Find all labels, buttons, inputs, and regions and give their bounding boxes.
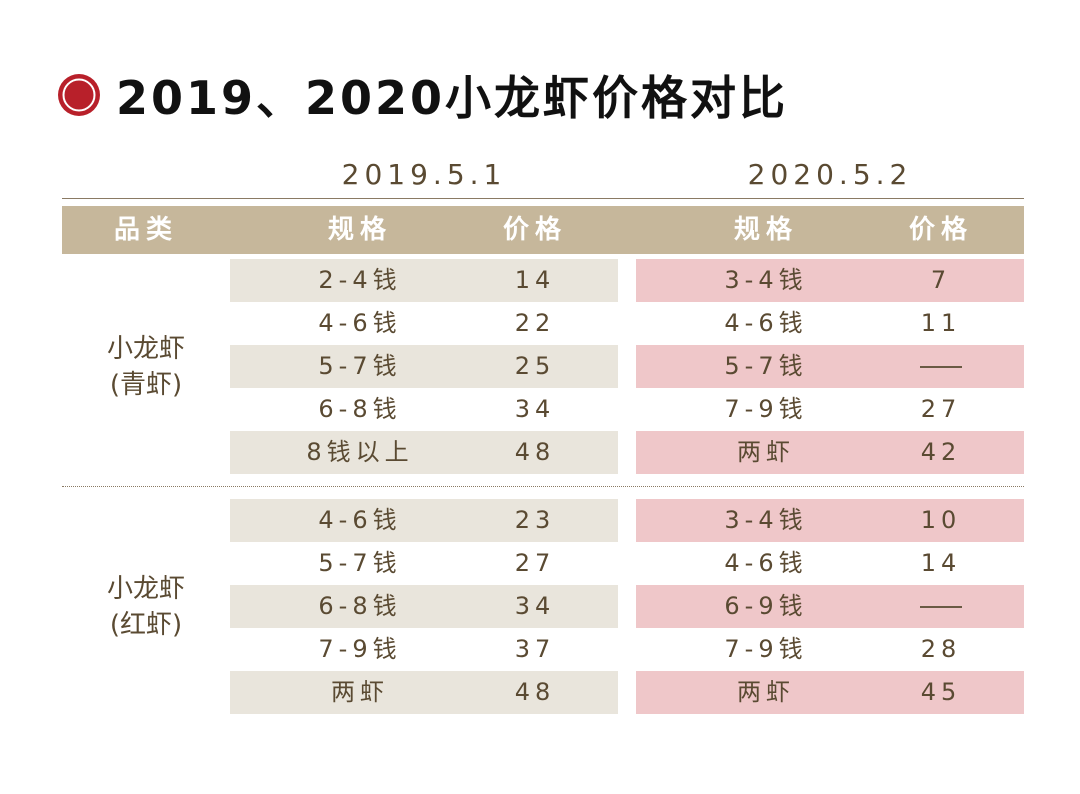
category-line1: 小龙虾 — [106, 573, 185, 604]
price-2020-empty — [856, 585, 1026, 628]
price-2020: 28 — [920, 635, 962, 663]
page-title: 2019、2020小龙虾价格对比 — [116, 71, 789, 125]
dash-mark — [920, 606, 962, 608]
cell-group-2019: 4-6钱 22 — [230, 302, 618, 345]
spec-2020: 7-9钱 — [724, 395, 808, 423]
price-2019: 34 — [514, 395, 556, 423]
table-row: 6-8钱 34 6-9钱 — [62, 585, 1024, 628]
price-2019: 34 — [514, 592, 556, 620]
spec-2019: 7-9钱 — [318, 635, 402, 663]
header-price-2019: 价格 — [502, 215, 567, 245]
price-2020: 10 — [920, 506, 962, 534]
table-row: 两虾 48 两虾 45 — [62, 671, 1024, 714]
group-divider — [62, 486, 1024, 487]
group-hongxia: 小龙虾 (红虾) 4-6钱 23 3-4钱 10 5-7钱 27 4-6钱 14… — [62, 499, 1024, 714]
spec-2019: 6-8钱 — [318, 592, 402, 620]
price-2019: 23 — [514, 506, 556, 534]
date-2019: 2019.5.1 — [341, 158, 507, 191]
red-circle-icon — [58, 74, 100, 116]
spec-2019: 4-6钱 — [318, 309, 402, 337]
cell-group-2020: 两虾 45 — [636, 671, 1024, 714]
cell-group-2019: 5-7钱 27 — [230, 542, 618, 585]
price-2019: 14 — [514, 266, 556, 294]
spec-2019: 5-7钱 — [318, 549, 402, 577]
spec-2020: 7-9钱 — [724, 635, 808, 663]
top-rule — [62, 198, 1024, 199]
header-price-2020: 价格 — [908, 215, 973, 245]
price-2020: 27 — [920, 395, 962, 423]
price-2020: 42 — [920, 438, 962, 466]
cell-group-2019: 5-7钱 25 — [230, 345, 618, 388]
spec-2020: 3-4钱 — [724, 266, 808, 294]
cell-group-2019: 2-4钱 14 — [230, 259, 618, 302]
price-2019: 25 — [514, 352, 556, 380]
table-row: 5-7钱 25 5-7钱 — [62, 345, 1024, 388]
table-row: 4-6钱 23 3-4钱 10 — [62, 499, 1024, 542]
header-category: 品类 — [113, 215, 178, 245]
cell-group-2020: 3-4钱 10 — [636, 499, 1024, 542]
spec-2019: 两虾 — [331, 678, 389, 706]
category-line1: 小龙虾 — [106, 333, 185, 364]
spec-2020: 两虾 — [737, 438, 795, 466]
cell-group-2020: 4-6钱 11 — [636, 302, 1024, 345]
spec-2019: 6-8钱 — [318, 395, 402, 423]
spec-2020: 两虾 — [737, 678, 795, 706]
date-2020: 2020.5.2 — [747, 158, 913, 191]
price-2019: 27 — [514, 549, 556, 577]
cell-group-2020: 7-9钱 27 — [636, 388, 1024, 431]
price-2019: 48 — [514, 678, 556, 706]
category-line2: (红虾) — [109, 609, 183, 640]
header-spec-2019: 规格 — [327, 215, 392, 245]
cell-group-2019: 4-6钱 23 — [230, 499, 618, 542]
cell-group-2019: 两虾 48 — [230, 671, 618, 714]
cell-group-2020: 5-7钱 — [636, 345, 1024, 388]
price-2019: 48 — [514, 438, 556, 466]
spec-2019: 8钱以上 — [306, 438, 414, 466]
cell-group-2019: 6-8钱 34 — [230, 388, 618, 431]
category-line2: (青虾) — [109, 369, 183, 400]
table-row: 6-8钱 34 7-9钱 27 — [62, 388, 1024, 431]
table-row: 7-9钱 37 7-9钱 28 — [62, 628, 1024, 671]
table-row: 5-7钱 27 4-6钱 14 — [62, 542, 1024, 585]
spec-2019: 4-6钱 — [318, 506, 402, 534]
spec-2019: 5-7钱 — [318, 352, 402, 380]
spec-2020: 5-7钱 — [724, 352, 808, 380]
cell-group-2020: 7-9钱 28 — [636, 628, 1024, 671]
table-row: 8钱以上 48 两虾 42 — [62, 431, 1024, 474]
price-2020: 7 — [930, 266, 952, 294]
cell-group-2019: 6-8钱 34 — [230, 585, 618, 628]
spec-2020: 4-6钱 — [724, 549, 808, 577]
price-2020: 14 — [920, 549, 962, 577]
price-2020: 11 — [920, 309, 962, 337]
category-label: 小龙虾 (红虾) — [62, 499, 230, 714]
table-header: 品类 规格 价格 规格 价格 — [62, 206, 1024, 254]
category-label: 小龙虾 (青虾) — [62, 259, 230, 474]
price-2020-empty — [856, 345, 1026, 388]
cell-group-2019: 7-9钱 37 — [230, 628, 618, 671]
spec-2019: 2-4钱 — [318, 266, 402, 294]
price-2019: 37 — [514, 635, 556, 663]
cell-group-2020: 两虾 42 — [636, 431, 1024, 474]
spec-2020: 4-6钱 — [724, 309, 808, 337]
dash-mark — [920, 366, 962, 368]
table-row: 2-4钱 14 3-4钱 7 — [62, 259, 1024, 302]
cell-group-2020: 4-6钱 14 — [636, 542, 1024, 585]
table-row: 4-6钱 22 4-6钱 11 — [62, 302, 1024, 345]
group-qingxia: 小龙虾 (青虾) 2-4钱 14 3-4钱 7 4-6钱 22 4-6钱 11 … — [62, 259, 1024, 474]
spec-2020: 6-9钱 — [724, 592, 808, 620]
header-spec-2020: 规格 — [733, 215, 798, 245]
title-block: 2019、2020小龙虾价格对比 — [56, 66, 788, 125]
spec-2020: 3-4钱 — [724, 506, 808, 534]
cell-group-2020: 6-9钱 — [636, 585, 1024, 628]
price-2020: 45 — [920, 678, 962, 706]
cell-group-2020: 3-4钱 7 — [636, 259, 1024, 302]
price-2019: 22 — [514, 309, 556, 337]
cell-group-2019: 8钱以上 48 — [230, 431, 618, 474]
